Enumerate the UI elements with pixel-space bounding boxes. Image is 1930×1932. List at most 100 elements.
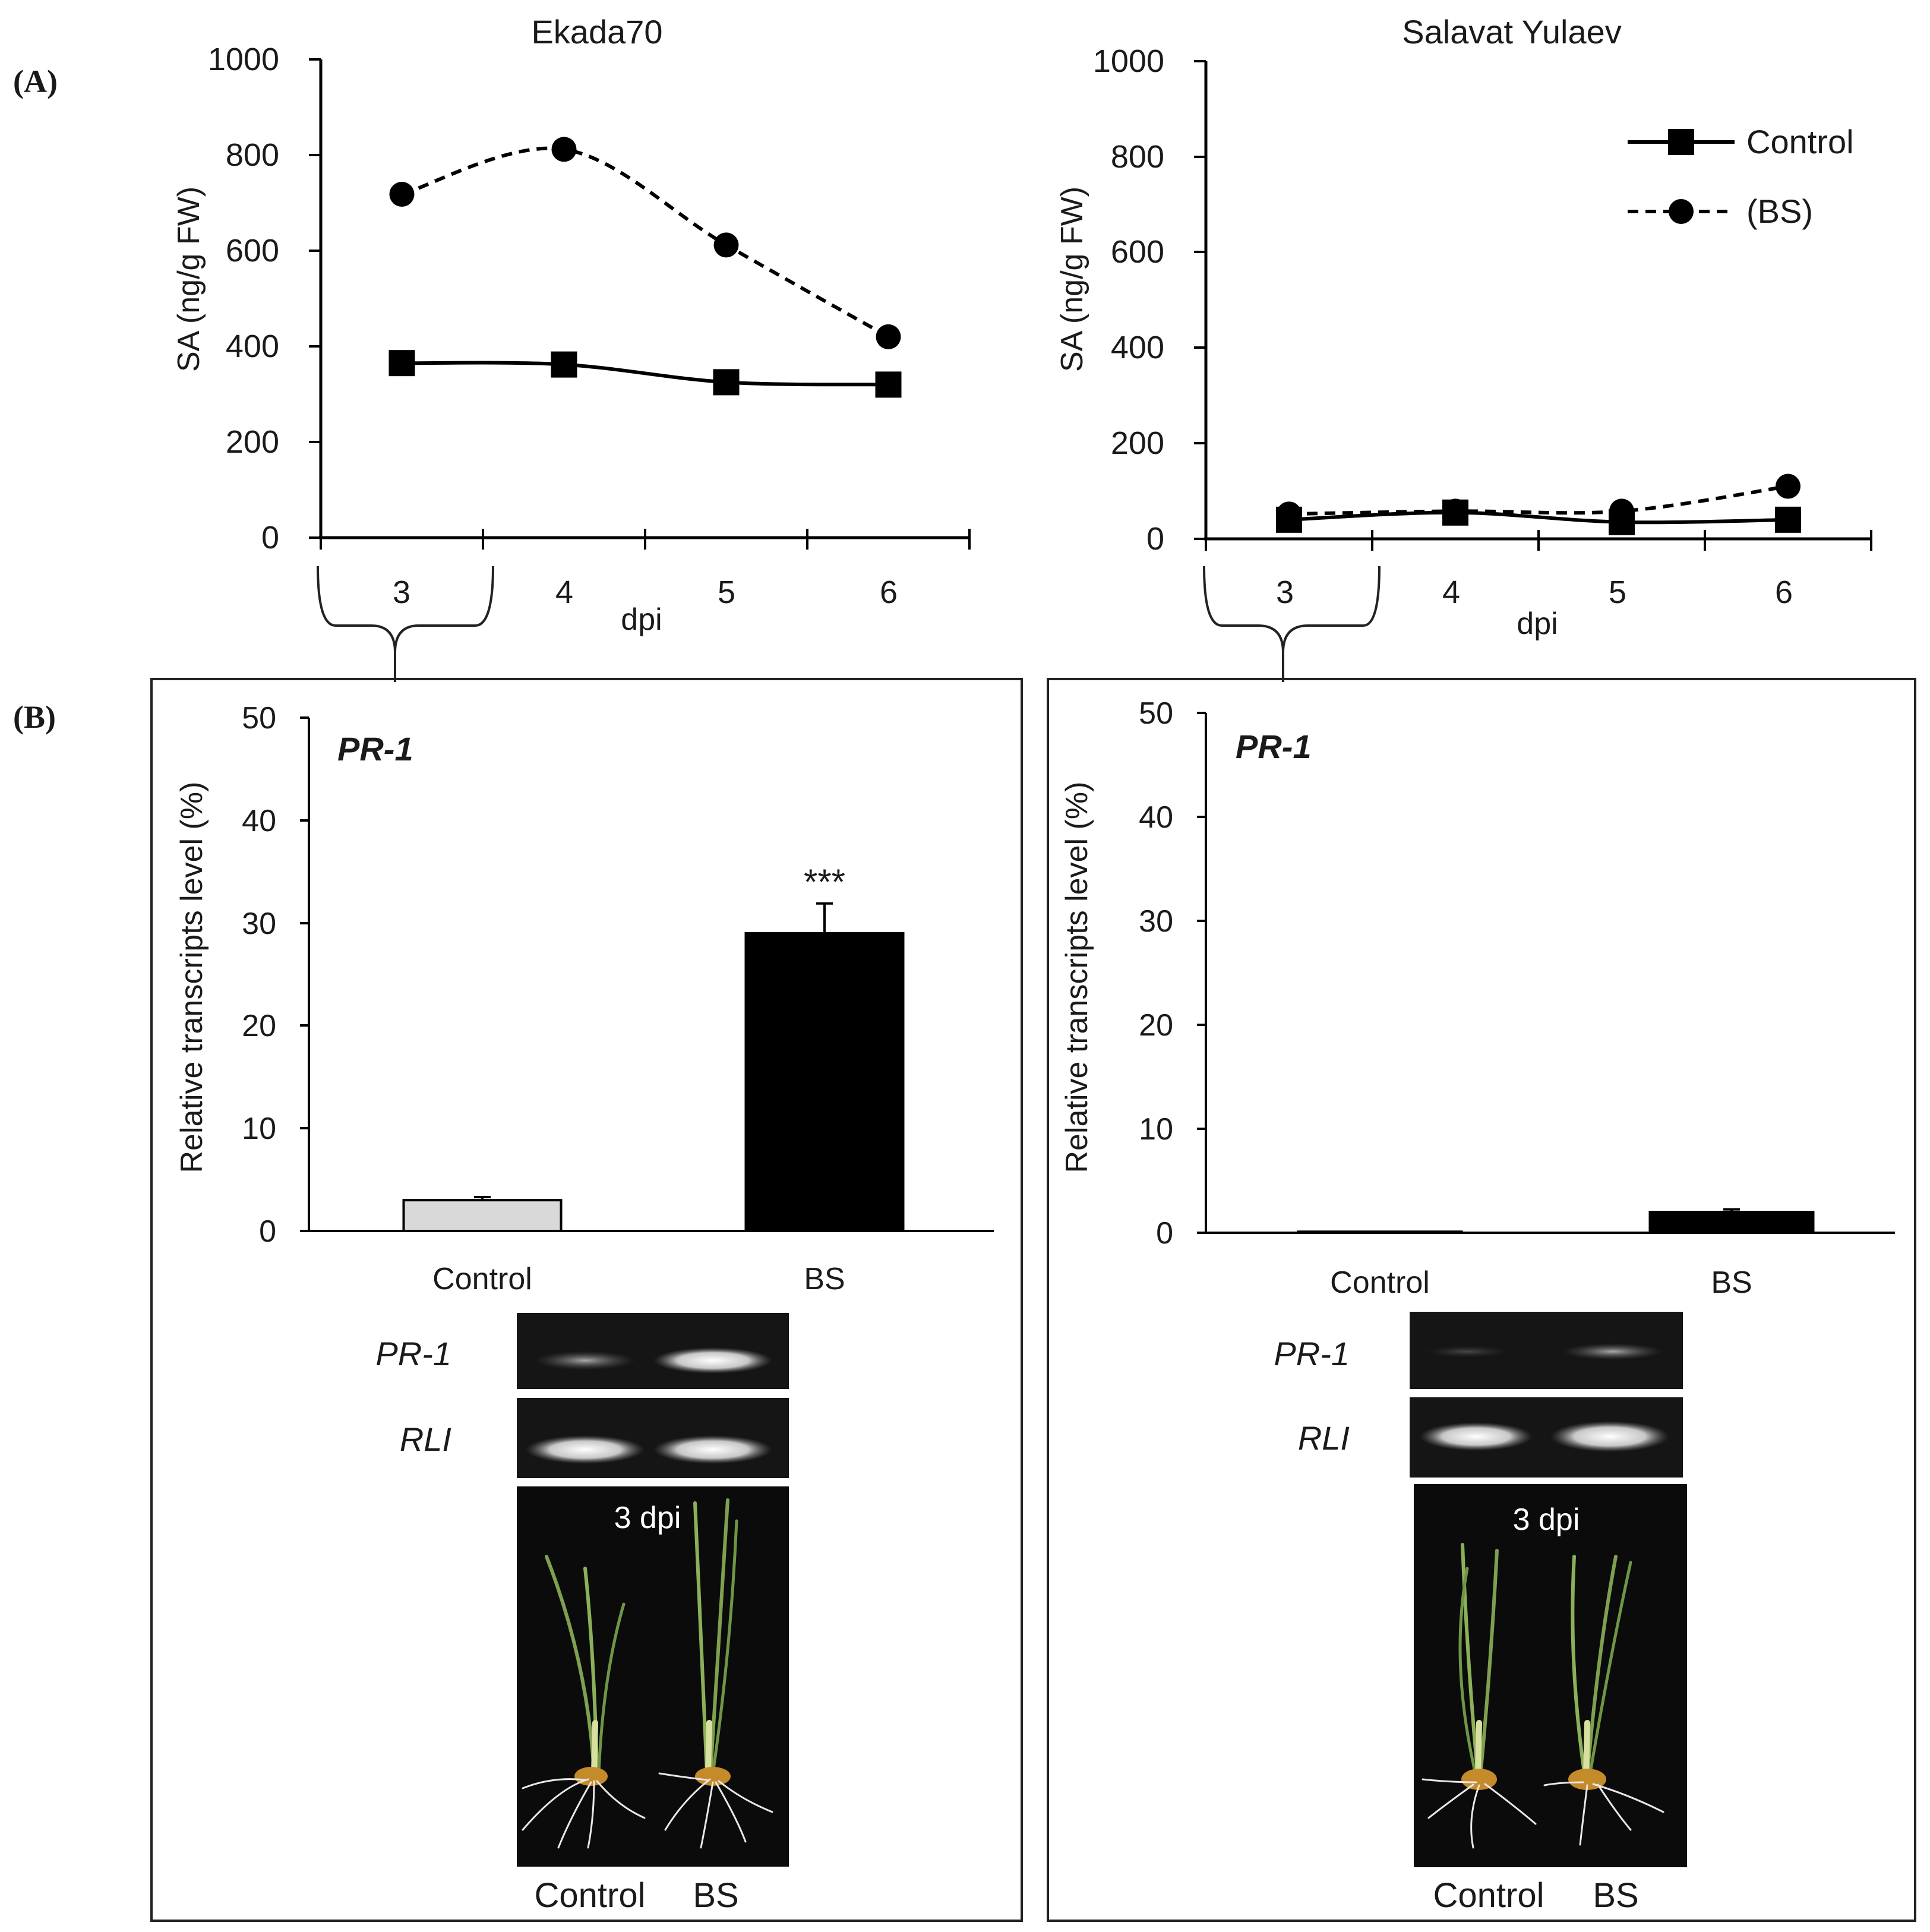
gel-label-pr1: PR-1: [1274, 1335, 1350, 1372]
seedling-control: [1422, 1543, 1537, 1849]
x-tick-label: 4: [555, 574, 573, 610]
y-ticks: 0 200 400 600 800 1000: [1093, 43, 1206, 557]
x-tick-label: 5: [1609, 574, 1626, 610]
gene-label: PR-1: [337, 730, 413, 768]
seedling-control: [522, 1555, 646, 1849]
photo-caption: Control: [535, 1876, 646, 1915]
band-pr1-bs: [1562, 1343, 1663, 1360]
line-plot-area: [388, 137, 902, 398]
bar-bs: [1648, 1211, 1815, 1234]
y-tick-label: 600: [226, 233, 279, 269]
x-tick-label: 3: [1276, 574, 1294, 610]
band-rli-bs: [1550, 1421, 1669, 1452]
bar-chart-left: PR-1 Relative transcripts level (%) 0 10…: [175, 701, 994, 1915]
bar-bs: [744, 932, 905, 1232]
gel-image: [517, 1313, 789, 1478]
bar-plot-area: ***: [402, 862, 905, 1233]
y-tick-label: 400: [226, 329, 279, 364]
band-pr1-control: [1426, 1346, 1509, 1358]
x-tick-label: 5: [718, 574, 735, 610]
y-tick-label: 0: [1146, 521, 1164, 557]
x-ticks: 3 4 5 6: [1205, 530, 1872, 610]
data-point-square: [551, 351, 577, 378]
legend: Control (BS): [1628, 123, 1854, 230]
bracket-3dpi: [1203, 566, 1381, 682]
y-tick-label: 30: [1139, 904, 1173, 939]
line-chart-ekada70: Ekada70 SA (ng/g FW) dpi 0 200 400 600 8…: [172, 13, 971, 682]
gel-label-pr1: PR-1: [375, 1335, 451, 1372]
y-tick-label: 20: [242, 1009, 276, 1043]
chart-title: Ekada70: [531, 13, 662, 50]
y-axis-label: SA (ng/g FW): [172, 187, 206, 372]
series-line-1: [401, 146, 889, 339]
y-axis-label: Relative transcripts level (%): [1060, 782, 1094, 1173]
data-point-circle: [713, 232, 739, 258]
x-tick-label: 3: [393, 574, 410, 610]
gel-label-rli: RLI: [1298, 1419, 1350, 1457]
line-chart-salavat-yulaev: Salavat Yulaev SA (ng/g FW) dpi 0 200 40…: [1055, 13, 1872, 682]
legend-label: (BS): [1746, 192, 1813, 230]
y-tick-label: 40: [1139, 800, 1173, 835]
x-tick-label: 6: [880, 574, 898, 610]
x-axis-label: dpi: [1517, 607, 1558, 641]
data-point-square: [388, 350, 415, 377]
y-tick-label: 40: [242, 804, 276, 838]
legend-marker-circle: [1669, 199, 1694, 224]
x-ticks: 3 4 5 6: [320, 529, 971, 610]
y-tick-label: 50: [1139, 696, 1173, 731]
y-tick-label: 50: [242, 701, 276, 735]
band-pr1-control: [535, 1351, 636, 1370]
y-tick-label: 0: [261, 520, 279, 555]
y-tick-label: 0: [259, 1214, 276, 1249]
series-line-1: [1288, 484, 1789, 516]
series-line-0: [402, 361, 889, 387]
chart-title: Salavat Yulaev: [1402, 13, 1621, 50]
data-point-circle: [1776, 473, 1801, 499]
legend-marker-square: [1668, 129, 1694, 155]
data-point-circle: [1443, 498, 1468, 524]
photo-caption: Control: [1433, 1876, 1544, 1915]
y-tick-label: 200: [1111, 425, 1164, 461]
x-tick-label: Control: [432, 1262, 532, 1296]
data-point-square: [875, 371, 902, 398]
x-tick-label: Control: [1330, 1265, 1430, 1300]
seedling-bs: [658, 1498, 773, 1849]
photo-background: [517, 1486, 789, 1867]
legend-label: Control: [1746, 123, 1854, 160]
gel-image: [1410, 1312, 1683, 1478]
photo-caption: BS: [1593, 1876, 1638, 1915]
y-tick-label: 1000: [208, 42, 279, 77]
x-tick-label: 6: [1775, 574, 1793, 610]
data-point-circle: [1609, 498, 1634, 524]
panel-label-b: (B): [13, 699, 56, 735]
y-tick-label: 200: [226, 424, 279, 460]
bar-plot-area: [1297, 1208, 1815, 1234]
y-axis-label: Relative transcripts level (%): [175, 782, 209, 1173]
y-axis-label: SA (ng/g FW): [1055, 187, 1089, 372]
y-tick-label: 10: [1139, 1112, 1173, 1147]
y-tick-label: 0: [1156, 1216, 1173, 1251]
x-tick-label: BS: [804, 1262, 845, 1296]
band-rli-bs: [653, 1435, 772, 1464]
band-rli-control: [1420, 1422, 1533, 1451]
photo-caption: BS: [693, 1876, 738, 1915]
bar-chart-right: PR-1 Relative transcripts level (%) 0 10…: [1060, 696, 1895, 1915]
y-tick-label: 400: [1111, 330, 1164, 365]
y-tick-label: 20: [1139, 1008, 1173, 1043]
line-plot-area: [1276, 473, 1801, 535]
band-rli-control: [526, 1435, 645, 1464]
bracket-3dpi: [317, 566, 494, 682]
bar-control: [402, 1199, 563, 1233]
y-ticks: 0 10 20 30 40 50: [242, 701, 309, 1249]
y-tick-label: 10: [242, 1112, 276, 1146]
y-tick-label: 800: [1111, 139, 1164, 175]
y-tick-label: 30: [242, 907, 276, 941]
data-point-circle: [551, 137, 577, 162]
photo-label: 3 dpi: [1513, 1502, 1580, 1537]
seedling-photo: 3 dpi: [1414, 1484, 1687, 1867]
y-tick-label: 800: [226, 137, 279, 173]
data-point-square: [1775, 506, 1801, 533]
panel-b-box-left: [150, 678, 1023, 1922]
gel-label-rli: RLI: [400, 1420, 451, 1458]
